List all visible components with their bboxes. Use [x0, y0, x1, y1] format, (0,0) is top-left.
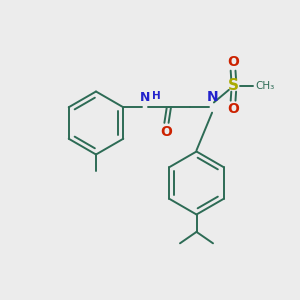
Text: N: N — [206, 90, 218, 104]
Text: O: O — [227, 55, 239, 69]
Text: CH₃: CH₃ — [256, 81, 275, 91]
Text: N: N — [140, 91, 150, 103]
Text: H: H — [152, 91, 161, 100]
Text: O: O — [227, 102, 239, 116]
Text: S: S — [228, 78, 239, 93]
Text: O: O — [160, 124, 172, 139]
